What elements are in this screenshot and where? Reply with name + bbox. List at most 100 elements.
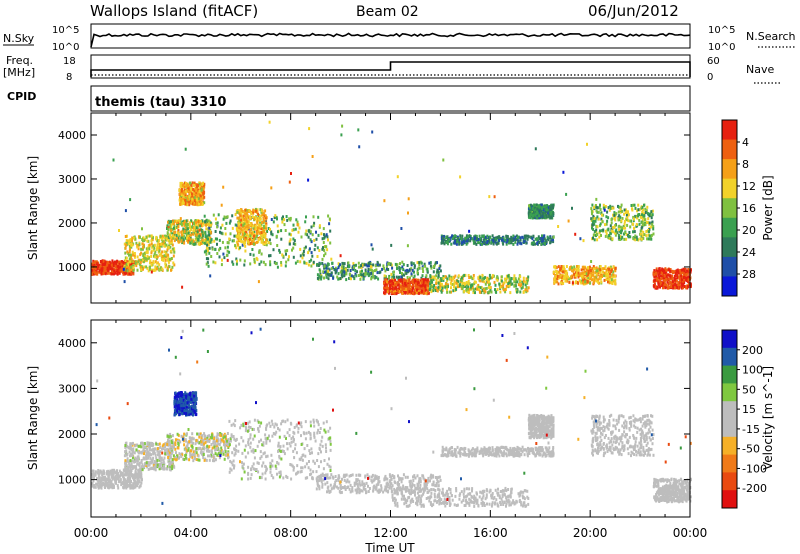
echo-cell xyxy=(113,468,116,472)
echo-cell xyxy=(671,270,674,274)
echo-cell xyxy=(202,222,205,226)
echo-cell xyxy=(589,274,591,278)
echo-cell xyxy=(106,266,109,270)
echo-cell xyxy=(545,215,548,218)
echo-cell xyxy=(621,235,624,239)
echo-cell xyxy=(260,252,263,256)
echo-cell xyxy=(472,289,475,293)
echo-cell xyxy=(128,272,131,276)
echo-cell xyxy=(531,216,534,220)
echo-cell xyxy=(341,275,344,279)
echo-cell xyxy=(336,275,339,279)
echo-cell xyxy=(611,237,614,241)
echo-cell xyxy=(106,271,109,275)
echo-cell xyxy=(509,291,512,295)
echo-cell xyxy=(132,264,135,268)
echo-cell xyxy=(370,275,373,279)
echo-cell xyxy=(191,242,194,246)
echo-cell xyxy=(527,211,530,215)
echo-cell xyxy=(679,270,682,273)
echo-cell xyxy=(156,243,159,247)
echo-cell xyxy=(259,208,262,212)
echo-cell xyxy=(244,231,246,235)
echo-cell xyxy=(479,279,482,283)
echo-cell xyxy=(596,225,599,229)
echo-cell xyxy=(586,280,589,283)
echo-cell xyxy=(472,274,475,277)
echo-cell xyxy=(519,284,522,288)
nave-label: Nave xyxy=(746,63,774,76)
echo-cell xyxy=(611,206,614,210)
echo-cell xyxy=(520,286,523,290)
echo-cell xyxy=(482,241,485,245)
echo-cell xyxy=(484,287,487,291)
echo-cell xyxy=(186,182,189,186)
echo-cell xyxy=(664,286,667,290)
echo-cell xyxy=(591,226,593,230)
echo-cell xyxy=(452,237,454,241)
echo-cell xyxy=(145,235,148,239)
echo-cell xyxy=(316,246,319,250)
echo-cell xyxy=(177,219,180,223)
echo-cell xyxy=(643,215,646,219)
echo-cell xyxy=(482,288,485,292)
echo-cell xyxy=(264,214,267,218)
echo-cell xyxy=(587,272,590,276)
echo-cell xyxy=(508,276,511,280)
echo-cell xyxy=(635,223,638,226)
echo-cell xyxy=(303,246,306,250)
echo-cell xyxy=(198,236,201,240)
echo-cell xyxy=(517,277,520,281)
echo-cell xyxy=(160,244,163,248)
echo-cell xyxy=(537,239,540,243)
echo-cell xyxy=(634,234,637,238)
echo-cell xyxy=(317,215,320,219)
echo-cell xyxy=(556,270,558,274)
echo-cell xyxy=(599,277,602,281)
echo-cell xyxy=(389,287,392,291)
echo-cell xyxy=(152,248,155,252)
echo-cell xyxy=(157,246,160,250)
echo-cell xyxy=(502,286,505,290)
echo-cell xyxy=(150,263,153,266)
echo-cell xyxy=(125,239,128,242)
echo-cell xyxy=(214,237,217,241)
echo-cell xyxy=(506,276,509,280)
echo-cell xyxy=(289,216,292,220)
colorbar-segment xyxy=(722,217,737,238)
echo-cell xyxy=(430,279,433,283)
echo-cell xyxy=(605,278,608,281)
echo-cell xyxy=(626,216,629,220)
echo-cell xyxy=(364,268,367,272)
echo-cell xyxy=(260,209,263,213)
echo-cell xyxy=(464,273,467,277)
echo-cell xyxy=(243,217,246,221)
echo-cell xyxy=(317,233,320,237)
echo-cell xyxy=(391,266,394,270)
echo-cell xyxy=(196,239,199,243)
echo-cell xyxy=(608,277,611,281)
echo-cell xyxy=(196,220,199,224)
echo-cell xyxy=(530,242,533,246)
echo-cell xyxy=(327,214,330,218)
echo-cell xyxy=(190,184,193,187)
echo-cell xyxy=(623,220,626,223)
echo-cell xyxy=(216,252,219,255)
echo-cell xyxy=(672,286,675,290)
echo-cell xyxy=(593,205,596,209)
echo-cell xyxy=(610,206,613,210)
echo-cell xyxy=(505,234,508,238)
echo-cell xyxy=(316,263,319,266)
echo-cell xyxy=(639,229,642,233)
echo-cell xyxy=(124,251,127,255)
echo-cell xyxy=(581,271,584,275)
colorbar-segment xyxy=(722,120,737,141)
echo-cell xyxy=(544,205,547,209)
echo-cell xyxy=(135,264,138,268)
echo-cell xyxy=(611,282,614,285)
echo-cell xyxy=(489,288,492,292)
echo-cell xyxy=(597,210,600,214)
echo-cell xyxy=(239,209,242,213)
echo-cell xyxy=(241,240,244,244)
echo-cell xyxy=(320,277,323,281)
